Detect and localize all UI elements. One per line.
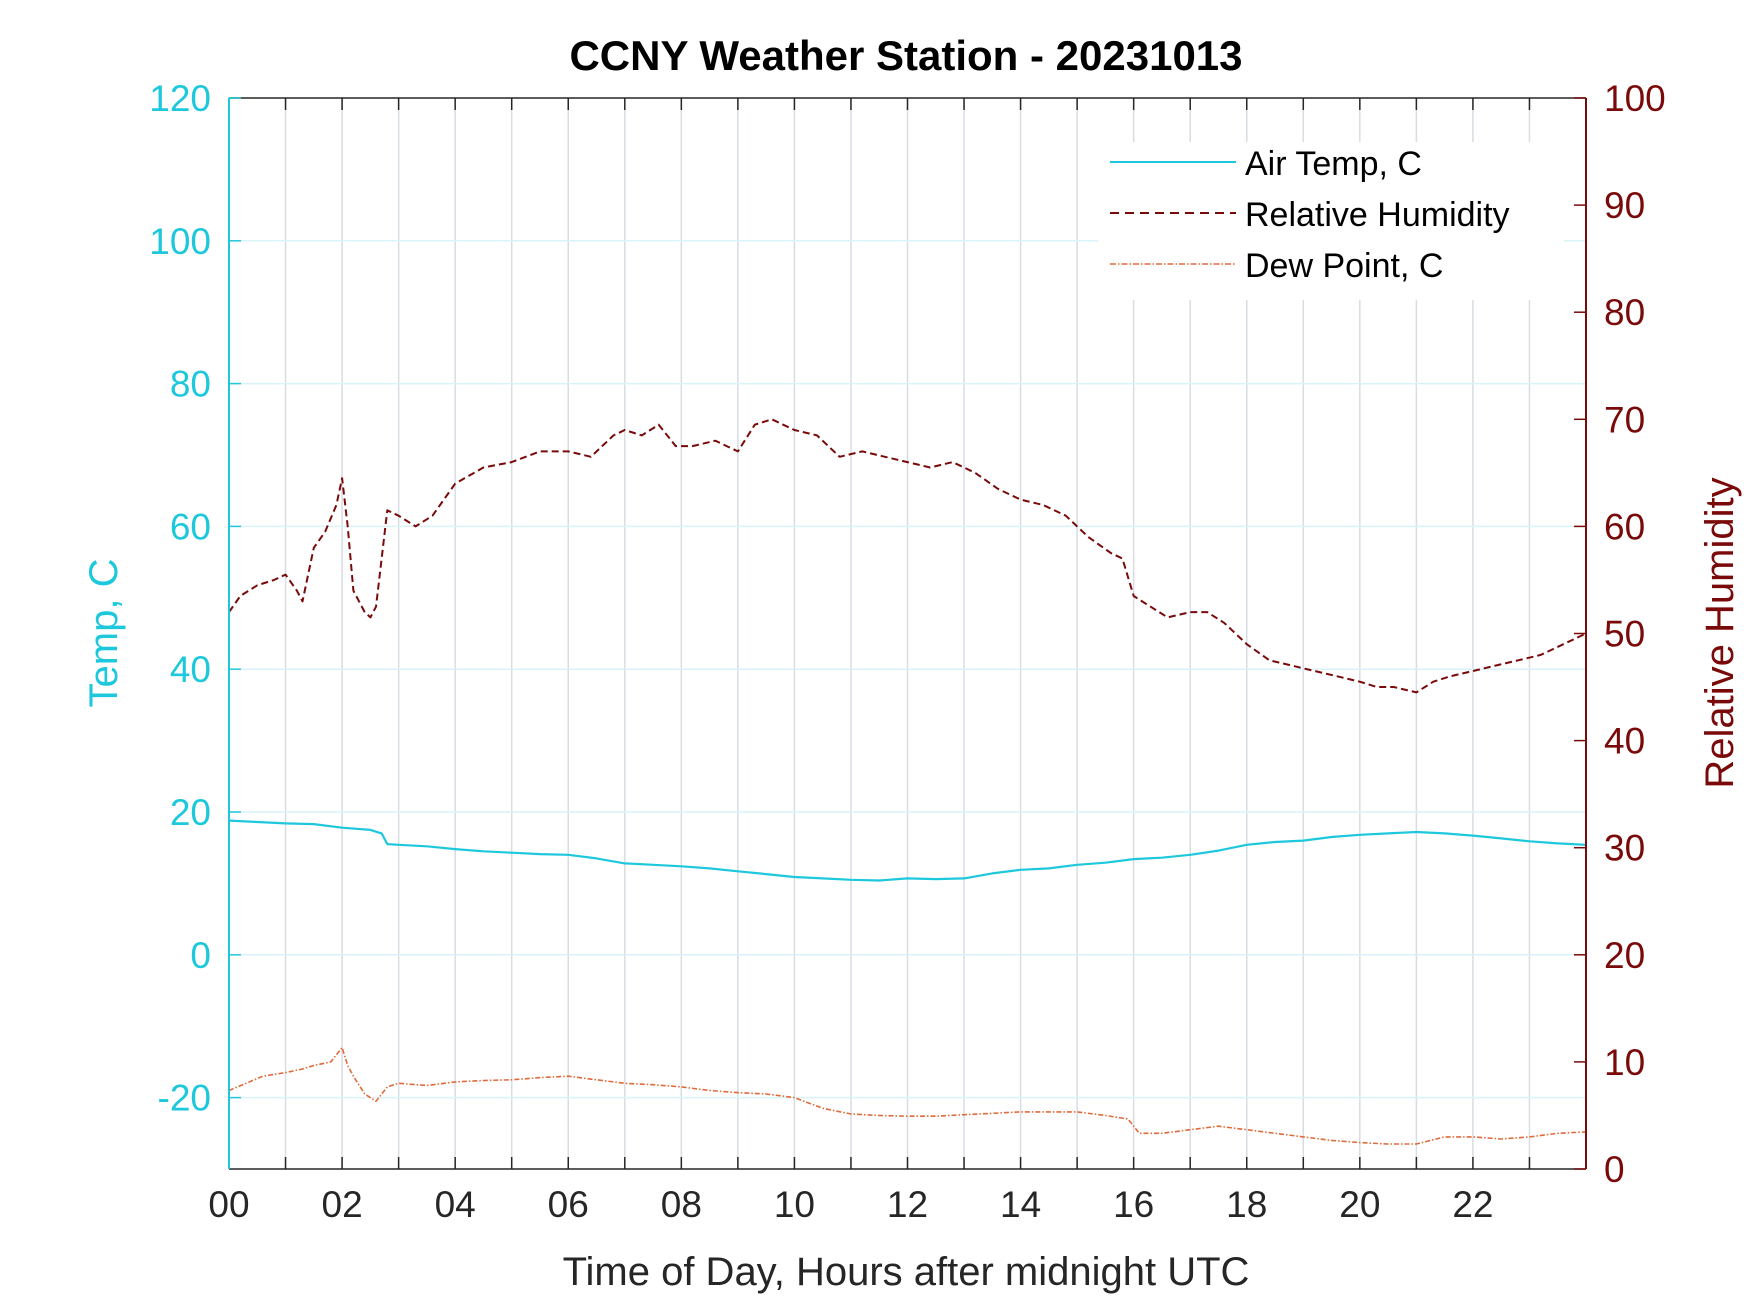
x-tick-label: 16 <box>1113 1184 1154 1225</box>
x-tick-label: 18 <box>1226 1184 1267 1225</box>
x-tick-label: 10 <box>774 1184 815 1225</box>
x-tick-label: 14 <box>1000 1184 1041 1225</box>
y-right-tick-label: 40 <box>1604 721 1645 762</box>
legend-label-air-temp: Air Temp, C <box>1245 145 1422 183</box>
legend-label-relative-humidity: Relative Humidity <box>1245 196 1510 234</box>
legend-box <box>1098 142 1564 300</box>
y-axis-label-right: Relative Humidity <box>1698 477 1742 788</box>
grid <box>229 98 1586 1169</box>
legend-label-dew-point: Dew Point, C <box>1245 247 1443 285</box>
y-right-tick-label: 60 <box>1604 506 1645 547</box>
y-left-tick-label: 80 <box>170 364 211 405</box>
x-tick-label: 12 <box>887 1184 928 1225</box>
y-right-tick-label: 90 <box>1604 185 1645 226</box>
y-axis-label-left: Temp, C <box>82 559 126 708</box>
legend: Air Temp, C Relative Humidity Dew Point,… <box>1098 142 1564 300</box>
y-right-tick-label: 20 <box>1604 935 1645 976</box>
y-left-tick-labels: 120 100 80 60 40 20 0 -20 <box>149 78 211 1119</box>
y-left-tick-label: 60 <box>170 506 211 547</box>
axes <box>228 97 1587 1170</box>
x-tick-label: 06 <box>548 1184 589 1225</box>
x-axis-label: Time of Day, Hours after midnight UTC <box>563 1250 1250 1294</box>
y-left-tick-label: 100 <box>149 221 211 262</box>
y-right-tick-label: 80 <box>1604 292 1645 333</box>
y-right-tick-label: 70 <box>1604 399 1645 440</box>
x-tick-label: 02 <box>322 1184 363 1225</box>
chart-title: CCNY Weather Station - 20231013 <box>569 32 1242 79</box>
plot-series <box>228 418 1587 1145</box>
y-left-tick-label: -20 <box>158 1078 211 1119</box>
x-tick-label: 22 <box>1452 1184 1493 1225</box>
x-tick-label: 04 <box>435 1184 476 1225</box>
y-right-tick-label: 100 <box>1604 78 1666 119</box>
y-left-tick-label: 120 <box>149 78 211 119</box>
y-right-tick-label: 50 <box>1604 614 1645 655</box>
series-line-dew-point <box>228 1046 1587 1145</box>
y-right-tick-label: 0 <box>1604 1149 1625 1190</box>
y-right-tick-label: 30 <box>1604 828 1645 869</box>
y-right-tick-label: 10 <box>1604 1042 1645 1083</box>
series-line-relative-humidity <box>228 418 1587 694</box>
y-left-tick-label: 20 <box>170 792 211 833</box>
series-line-air-temp <box>228 819 1587 882</box>
y-left-tick-label: 0 <box>190 935 211 976</box>
y-left-tick-label: 40 <box>170 649 211 690</box>
x-tick-labels: 00 02 04 06 08 10 12 14 16 18 20 22 <box>208 1184 1493 1225</box>
x-tick-label: 00 <box>208 1184 249 1225</box>
x-tick-label: 08 <box>661 1184 702 1225</box>
x-tick-label: 20 <box>1339 1184 1380 1225</box>
